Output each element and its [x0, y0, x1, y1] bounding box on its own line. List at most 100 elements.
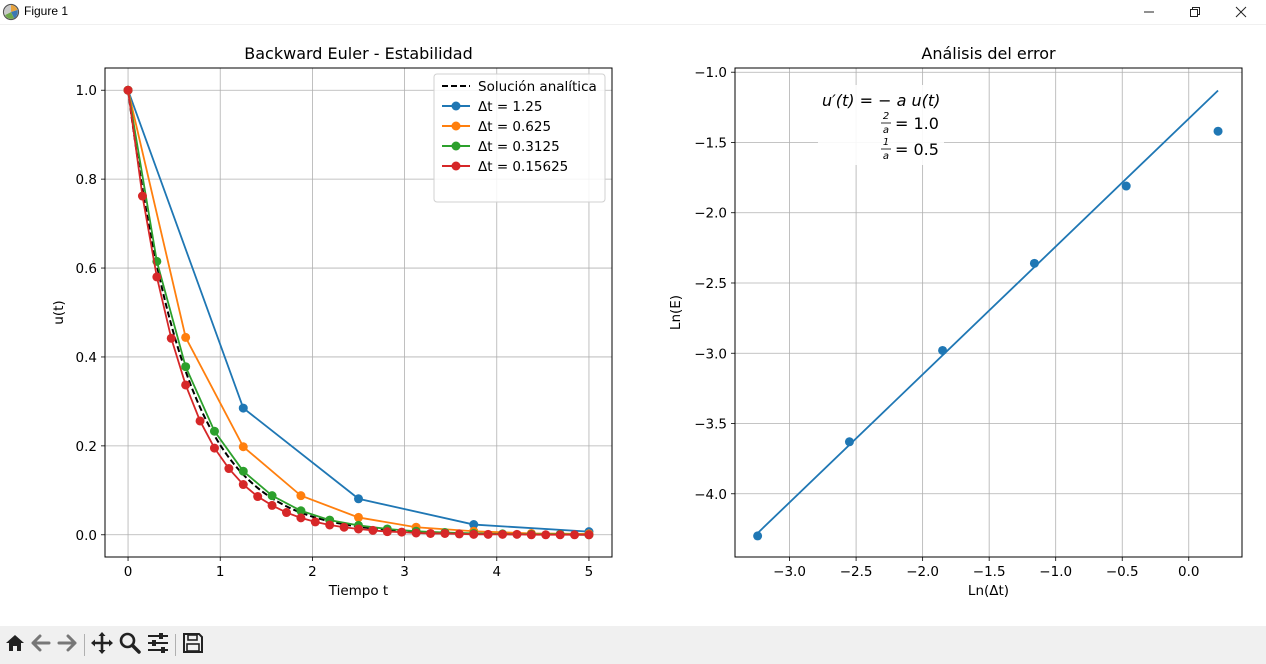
data-point: [526, 530, 536, 540]
x-tick-label: 1: [216, 564, 225, 580]
x-tick-label: −2.0: [906, 564, 939, 580]
data-point: [469, 529, 479, 539]
regression-line: [756, 89, 1219, 534]
x-tick-label: −1.0: [1039, 564, 1072, 580]
data-point: [123, 85, 133, 95]
data-point: [181, 332, 191, 342]
legend-label: Δt = 0.3125: [478, 139, 560, 155]
figure-svg: 0 1 2 3 4 5 0.0 0.2 0.4 0.6 0.8 1.0 Backward Euler …: [51, 44, 1243, 599]
data-point: [310, 517, 320, 527]
data-point: [137, 191, 147, 201]
pan-icon: [90, 631, 114, 659]
data-point: [426, 528, 436, 538]
right-x-axis-label: Ln(Δt): [968, 583, 1009, 599]
configure-subplots-button[interactable]: [145, 632, 171, 658]
right-grid: [735, 68, 1242, 557]
data-point: [584, 530, 594, 540]
x-tick-label: −2.5: [840, 564, 873, 580]
x-tick-label: 0.0: [1178, 564, 1199, 580]
data-point: [541, 530, 551, 540]
legend-label: Solución analítica: [478, 79, 597, 95]
data-point: [325, 520, 335, 530]
right-axes-frame: [734, 67, 1243, 558]
legend-marker: [451, 121, 461, 131]
pan-button[interactable]: [89, 632, 115, 658]
data-point: [354, 494, 363, 504]
data-point: [166, 333, 176, 343]
x-tick-label: 5: [585, 564, 594, 580]
error-point: [1029, 258, 1039, 268]
data-point: [411, 528, 421, 538]
data-point: [181, 380, 191, 390]
data-point: [483, 529, 493, 539]
home-button[interactable]: [2, 632, 28, 658]
left-x-axis-label: Tiempo t: [328, 583, 388, 599]
legend-marker: [451, 101, 461, 111]
x-tick-label: 3: [400, 564, 409, 580]
left-ticks: 0 1 2 3 4 5 0.0 0.2 0.4 0.6 0.8 1.0: [76, 83, 594, 580]
legend-label: Δt = 1.25: [478, 99, 542, 115]
close-button[interactable]: [1218, 0, 1264, 24]
save-icon: [182, 632, 204, 658]
zoom-button[interactable]: [117, 632, 143, 658]
fraction2-value: = 0.5: [895, 140, 939, 159]
data-point: [195, 416, 205, 426]
legend-marker: [451, 161, 461, 171]
y-tick-label: 0.8: [76, 172, 97, 188]
data-point: [253, 492, 263, 502]
data-point: [281, 508, 291, 518]
forward-icon: [56, 632, 78, 658]
data-point: [382, 527, 392, 537]
data-point: [555, 530, 565, 540]
data-point: [238, 403, 248, 413]
fraction1-numerator: 2: [883, 111, 889, 122]
series-3: [123, 85, 594, 540]
home-icon: [4, 632, 26, 658]
window-titlebar: Figure 1: [0, 0, 1266, 25]
left-axes-frame: [104, 67, 613, 558]
navigation-toolbar: [0, 626, 1266, 664]
data-point: [469, 520, 479, 530]
toolbar-separator: [175, 634, 176, 656]
left-series-group: [123, 85, 594, 540]
data-point: [354, 512, 363, 522]
data-point: [440, 528, 450, 538]
equation-line: u′(t) = − a u(t): [822, 91, 940, 110]
fraction2-numerator: 1: [883, 137, 889, 148]
maximize-button[interactable]: [1172, 0, 1218, 24]
back-button[interactable]: [28, 632, 54, 658]
data-point: [238, 442, 248, 452]
data-point: [238, 466, 248, 476]
toolbar-separator: [84, 634, 85, 656]
y-tick-label: −3.0: [694, 346, 727, 362]
data-point: [339, 522, 349, 532]
y-tick-label: 0.6: [76, 261, 97, 277]
data-point: [354, 524, 363, 534]
restore-icon: [1189, 3, 1201, 22]
figure-canvas: 0 1 2 3 4 5 0.0 0.2 0.4 0.6 0.8 1.0 Backward Euler …: [0, 24, 1266, 626]
window-title: Figure 1: [24, 4, 69, 18]
fraction1-value: = 1.0: [895, 114, 939, 133]
data-point: [498, 529, 508, 539]
right-chart-title: Análisis del error: [921, 44, 1056, 63]
forward-button[interactable]: [54, 632, 80, 658]
legend-label: Δt = 0.15625: [478, 159, 568, 175]
minimize-button[interactable]: [1126, 0, 1172, 24]
y-tick-label: −4.0: [694, 487, 727, 503]
data-point: [152, 272, 162, 282]
y-tick-label: −2.0: [694, 206, 727, 222]
matplotlib-icon: [2, 3, 20, 21]
legend-label: Δt = 0.625: [478, 119, 551, 135]
left-chart-title: Backward Euler - Estabilidad: [244, 44, 472, 63]
data-point: [238, 480, 248, 490]
error-point: [938, 345, 948, 355]
right-y-axis-label: Ln(E): [668, 295, 684, 330]
save-button[interactable]: [180, 632, 206, 658]
minimize-icon: [1143, 3, 1155, 22]
y-tick-label: 0.4: [76, 350, 97, 366]
right-axes: −3.0 −2.5 −2.0 −1.5 −1.0 −0.5 0.0 −4.0 −3.5 −3.0 −…: [668, 44, 1243, 599]
back-icon: [30, 632, 52, 658]
error-point: [844, 437, 854, 447]
data-point: [181, 362, 191, 372]
close-icon: [1235, 3, 1247, 22]
